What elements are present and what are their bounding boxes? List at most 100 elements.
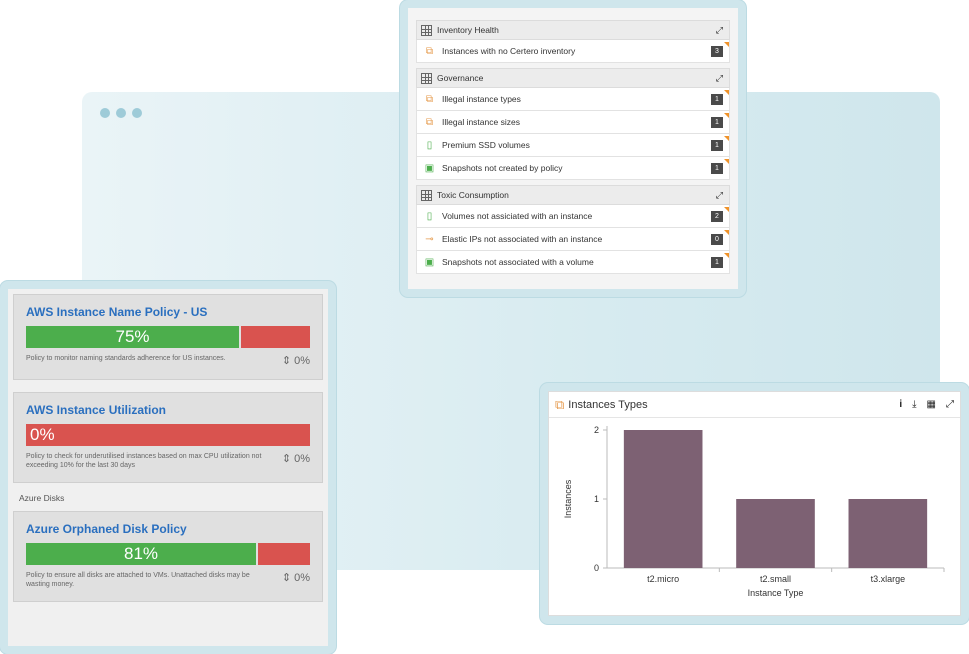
group-header: Toxic Consumption ⤢ — [416, 185, 730, 205]
list-item[interactable]: ▣ Snapshots not created by policy 1 — [416, 157, 730, 180]
x-tick-label: t2.small — [760, 574, 791, 584]
policy-title[interactable]: AWS Instance Utilization — [26, 403, 167, 417]
volume-icon: ▯ — [426, 139, 433, 151]
compliance-bar: 81% — [26, 543, 310, 565]
group-header: Governance ⤢ — [416, 68, 730, 88]
policy-change-value: 0% — [294, 355, 310, 367]
compliance-bar-fail — [241, 326, 310, 348]
list-item-label: Volumes not assiciated with an instance — [442, 211, 593, 221]
inventory-list: Inventory Health ⤢ ⧉ Instances with no Cert… — [408, 8, 738, 289]
list-item[interactable]: ⊸ Elastic IPs not associated with an inst… — [416, 228, 730, 251]
policy-description: Policy to check for underutilised instan… — [26, 453, 262, 469]
x-tick-label: t2.micro — [647, 574, 679, 584]
group-title: Inventory Health — [437, 25, 499, 35]
expand-icon[interactable]: ⤢ — [715, 24, 723, 35]
y-axis-label: Instances — [563, 479, 573, 518]
y-tick-label: 1 — [594, 494, 599, 504]
snapshot-icon: ▣ — [424, 256, 435, 268]
expand-icon[interactable]: ⤢ — [715, 189, 723, 200]
policy-change-value: 0% — [294, 453, 310, 465]
key-icon: ⊸ — [425, 233, 434, 245]
table-icon[interactable]: ▦ — [926, 399, 936, 410]
compliance-bar-fail: 0% — [26, 424, 310, 446]
chart-header: ⧉ Instances Types i ⤓ ▦ ⤢ — [549, 392, 960, 418]
policy-description: Policy to monitor naming standards adher… — [26, 355, 226, 362]
list-item[interactable]: ▯ Premium SSD volumes 1 — [416, 134, 730, 157]
list-item-label: Illegal instance sizes — [442, 117, 520, 127]
expand-icon[interactable]: ⤢ — [946, 399, 954, 410]
grid-icon — [421, 72, 432, 84]
group-title: Toxic Consumption — [437, 190, 509, 200]
count-badge[interactable]: 1 — [711, 112, 729, 128]
policy-change: ⇕ 0% — [281, 453, 310, 465]
count-badge[interactable]: 1 — [711, 252, 729, 268]
list-item-label: Instances with no Certero inventory — [442, 46, 576, 56]
bar — [736, 499, 815, 568]
policy-list: AWS Instance Name Policy - US 75% Policy… — [8, 289, 328, 646]
compliance-bar-pass: 75% — [26, 326, 239, 348]
y-tick-label: 0 — [594, 563, 599, 573]
window-dot-icon — [116, 108, 126, 118]
list-item-label: Elastic IPs not associated with an insta… — [442, 234, 603, 244]
policy-card[interactable]: Azure Orphaned Disk Policy 81% Policy to… — [13, 511, 323, 602]
group-title: Governance — [437, 73, 484, 83]
inventory-group: Governance ⤢ ⧉ Illegal instance types 1 ⧉ Ille… — [416, 68, 730, 180]
policy-change-value: 0% — [294, 572, 310, 584]
compliance-bar: 75% — [26, 326, 310, 348]
chart-title: Instances Types — [568, 398, 648, 411]
snapshot-icon: ▣ — [424, 162, 435, 174]
section-label: Azure Disks — [13, 489, 323, 511]
inventory-panel: Inventory Health ⤢ ⧉ Instances with no Cert… — [400, 0, 746, 297]
policy-card[interactable]: AWS Instance Name Policy - US 75% Policy… — [13, 294, 323, 380]
list-item-label: Illegal instance types — [442, 94, 521, 104]
instances-icon: ⧉ — [425, 116, 434, 128]
count-badge[interactable]: 1 — [711, 89, 729, 105]
compliance-bar-fail — [258, 543, 310, 565]
instances-icon: ⧉ — [425, 93, 434, 105]
list-item-label: Snapshots not associated with a volume — [442, 257, 594, 267]
grid-icon — [421, 189, 432, 201]
download-icon[interactable]: ⤓ — [912, 399, 917, 410]
policy-change: ⇕ 0% — [281, 355, 310, 367]
count-badge[interactable]: 2 — [711, 206, 729, 222]
list-item[interactable]: ⧉ Illegal instance types 1 — [416, 88, 730, 111]
chart-body: 0 1 2 t2.micro t2.small t3.xlarge Instance Typ… — [549, 418, 960, 613]
window-dot-icon — [100, 108, 110, 118]
x-tick-label: t3.xlarge — [871, 574, 906, 584]
list-item[interactable]: ▣ Snapshots not associated with a volume 1 — [416, 251, 730, 274]
bar — [848, 499, 928, 568]
count-badge[interactable]: 1 — [711, 135, 729, 151]
list-item[interactable]: ⧉ Instances with no Certero inventory 3 — [416, 40, 730, 63]
compliance-bar-pass: 81% — [26, 543, 257, 565]
list-item[interactable]: ⧉ Illegal instance sizes 1 — [416, 111, 730, 134]
x-axis-label: Instance Type — [748, 588, 804, 598]
instances-icon: ⧉ — [555, 396, 565, 412]
grid-icon — [421, 24, 432, 36]
list-item-label: Snapshots not created by policy — [442, 163, 563, 173]
policy-card[interactable]: AWS Instance Utilization 0% Policy to ch… — [13, 392, 323, 483]
policy-title[interactable]: AWS Instance Name Policy - US — [26, 305, 208, 319]
compliance-bar: 0% — [26, 424, 310, 446]
expand-icon[interactable]: ⤢ — [715, 72, 723, 83]
bar — [623, 430, 703, 568]
count-badge[interactable]: 0 — [711, 229, 729, 245]
group-header: Inventory Health ⤢ — [416, 20, 730, 40]
inventory-group: Toxic Consumption ⤢ ▯ Volumes not assiciate… — [416, 185, 730, 274]
policy-panel: AWS Instance Name Policy - US 75% Policy… — [0, 281, 336, 654]
bar-chart: 0 1 2 t2.micro t2.small t3.xlarge Instance Typ… — [563, 425, 945, 598]
policy-change: ⇕ 0% — [281, 572, 310, 584]
count-badge[interactable]: 3 — [711, 41, 729, 57]
list-item[interactable]: ▯ Volumes not assiciated with an instance… — [416, 205, 730, 228]
policy-title[interactable]: Azure Orphaned Disk Policy — [26, 522, 187, 536]
volume-icon: ▯ — [426, 210, 433, 222]
y-tick-label: 2 — [594, 425, 599, 435]
count-badge[interactable]: 1 — [711, 158, 729, 174]
inventory-group: Inventory Health ⤢ ⧉ Instances with no Cert… — [416, 20, 730, 63]
chart-panel: ⧉ Instances Types i ⤓ ▦ ⤢ 0 1 2 t2.micro t2.… — [540, 383, 969, 624]
info-icon[interactable]: i — [899, 399, 903, 410]
list-item-label: Premium SSD volumes — [442, 140, 530, 150]
window-dot-icon — [132, 108, 142, 118]
policy-description: Policy to ensure all disks are attached … — [26, 572, 250, 588]
instances-icon: ⧉ — [425, 45, 434, 57]
